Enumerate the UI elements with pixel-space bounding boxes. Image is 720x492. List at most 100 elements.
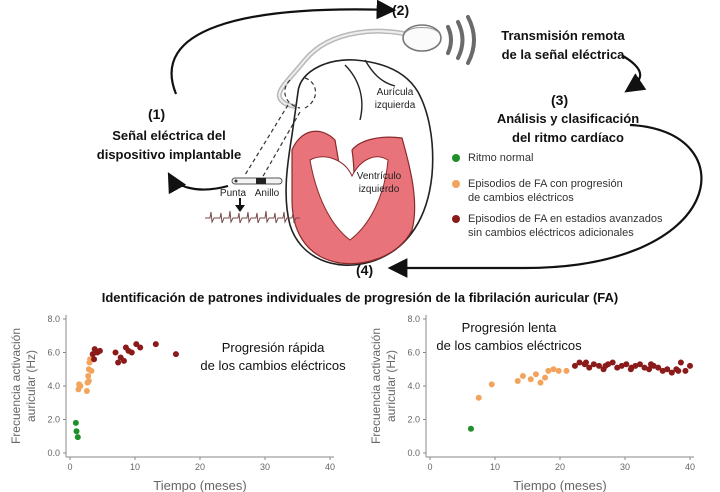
step-2-title: Transmisión remota de la señal eléctrica: [488, 26, 638, 64]
data-point-advanced: [636, 361, 643, 368]
wireless-signal-icon: [446, 15, 476, 65]
x-tick-label: 40: [685, 462, 695, 472]
data-point-normal: [74, 434, 81, 441]
x-tick-label: 10: [130, 462, 140, 472]
legend-normal-text: Ritmo normal: [468, 151, 708, 165]
step-3-number: (3): [551, 92, 569, 108]
data-point-normal: [73, 428, 80, 435]
data-point-advanced: [628, 364, 635, 371]
step-2-number: (2): [392, 2, 410, 18]
y-tick-label: 8.0: [47, 314, 60, 324]
x-tick-label: 10: [490, 462, 500, 472]
ring-label: Anillo: [254, 188, 280, 199]
data-point-advanced: [571, 362, 578, 369]
scatter-chart-slow: 0.0 2.0 4.0 6.0 8.0 0 10 20 30 40 Tiempo (meses) Fr…: [369, 314, 695, 492]
data-point-advanced: [128, 349, 135, 356]
step-1-title-line2: dispositivo implantable: [96, 147, 242, 162]
data-point-normal: [72, 419, 79, 426]
data-point-progression: [542, 374, 549, 381]
data-point-advanced: [112, 349, 119, 356]
ventricle-label-line2: izquierdo: [358, 184, 400, 195]
electrode-lead-icon: [231, 177, 283, 212]
data-point-advanced: [602, 362, 609, 369]
data-point-progression: [527, 376, 534, 383]
y-tick-label: 2.0: [47, 415, 60, 425]
data-point-advanced: [655, 364, 662, 371]
legend-normal-line1: Ritmo normal: [468, 152, 534, 164]
data-point-advanced: [618, 362, 625, 369]
y-tick-label: 0.0: [407, 448, 420, 458]
ventricle-label-line1: Ventrículo: [356, 171, 402, 182]
step-3-title-line2: del ritmo cardíaco: [512, 130, 624, 145]
data-point-progression: [514, 377, 521, 384]
data-point-advanced: [614, 364, 621, 371]
legend-progression-text: Episodios de FA con progresión de cambio…: [468, 177, 708, 205]
legend-progression-dot: [452, 180, 460, 188]
legend-progression-line2: de cambios eléctricos: [468, 192, 574, 204]
legend-progression-line1: Episodios de FA con progresión: [468, 178, 623, 190]
y-axis-label-line2: auricular (Hz): [384, 350, 398, 422]
data-point-advanced: [172, 351, 179, 358]
workflow-diagram: [167, 0, 703, 278]
data-point-advanced: [133, 341, 140, 348]
data-point-advanced: [590, 361, 597, 368]
data-point-advanced: [648, 361, 654, 368]
x-axis-label: Tiempo (meses): [513, 478, 606, 492]
x-tick-label: 30: [260, 462, 270, 472]
y-tick-label: 6.0: [407, 348, 420, 358]
legend-advanced-line2: sin cambios eléctricos adicionales: [468, 227, 634, 239]
y-axis-label-line2: auricular (Hz): [24, 350, 38, 422]
data-point-advanced: [659, 367, 666, 374]
data-point-advanced: [623, 361, 630, 368]
data-point-normal: [467, 425, 474, 432]
legend-advanced-line1: Episodios de FA en estadios avanzados: [468, 213, 663, 225]
data-point-advanced: [115, 359, 122, 366]
chart-fast-title-line1: Progresión rápida: [221, 340, 325, 355]
data-point-advanced: [677, 359, 684, 366]
y-tick-label: 0.0: [47, 448, 60, 458]
implantable-device: [402, 24, 442, 52]
data-point-advanced: [576, 359, 583, 366]
data-point-advanced: [120, 357, 127, 364]
step-3-title-line1: Análisis y clasificación: [496, 111, 640, 126]
atrium-label: Aurícula izquierda: [360, 86, 430, 112]
arrow-1-to-2: [170, 0, 397, 95]
data-point-advanced: [646, 366, 653, 373]
data-point-progression: [519, 372, 526, 379]
chart-fast-title: Progresión rápida de los cambios eléctri…: [168, 339, 378, 375]
step-4-number: (4): [356, 262, 374, 278]
x-tick-label: 0: [427, 462, 432, 472]
data-point-progression: [537, 379, 544, 386]
scatter-chart-fast: 0.0 2.0 4.0 6.0 8.0 0 10 20 30 40 Tiempo (meses) Fr…: [9, 314, 335, 492]
electrogram-signal: [205, 210, 300, 224]
chart-slow-title: Progresión lenta de los cambios eléctric…: [434, 319, 584, 355]
ventricle-label: Ventrículo izquierdo: [343, 170, 415, 196]
y-tick-label: 4.0: [407, 381, 420, 391]
x-tick-label: 40: [325, 462, 335, 472]
y-axis-label-line1: Frecuencia activación: [9, 328, 23, 444]
atrium-label-line1: Aurícula: [376, 87, 414, 98]
data-point-advanced: [96, 347, 103, 354]
data-point-advanced: [583, 359, 589, 366]
chart-slow-title-line2: de los cambios eléctricos: [436, 338, 582, 353]
x-tick-label: 0: [67, 462, 72, 472]
data-point-advanced: [641, 364, 648, 371]
legend-advanced-dot: [452, 215, 460, 223]
y-axis-label-line1: Frecuencia activación: [369, 328, 383, 444]
data-point-progression: [85, 377, 92, 384]
step-1-title: Señal eléctrica del dispositivo implanta…: [94, 126, 244, 164]
data-point-progression: [83, 388, 90, 395]
y-tick-label: 8.0: [407, 314, 420, 324]
data-point-advanced: [596, 362, 602, 369]
chart-slow-title-line1: Progresión lenta: [461, 320, 557, 335]
data-point-progression: [563, 367, 570, 374]
step-3-title: Análisis y clasificación del ritmo cardí…: [489, 109, 647, 147]
x-tick-label: 30: [620, 462, 630, 472]
data-point-progression: [85, 372, 92, 379]
data-point-progression: [532, 371, 539, 378]
data-point-advanced: [91, 356, 98, 363]
step-1-title-line1: Señal eléctrica del: [112, 128, 226, 143]
y-tick-label: 2.0: [407, 415, 420, 425]
step-2-title-line1: Transmisión remota: [501, 28, 625, 43]
x-tick-label: 20: [555, 462, 565, 472]
